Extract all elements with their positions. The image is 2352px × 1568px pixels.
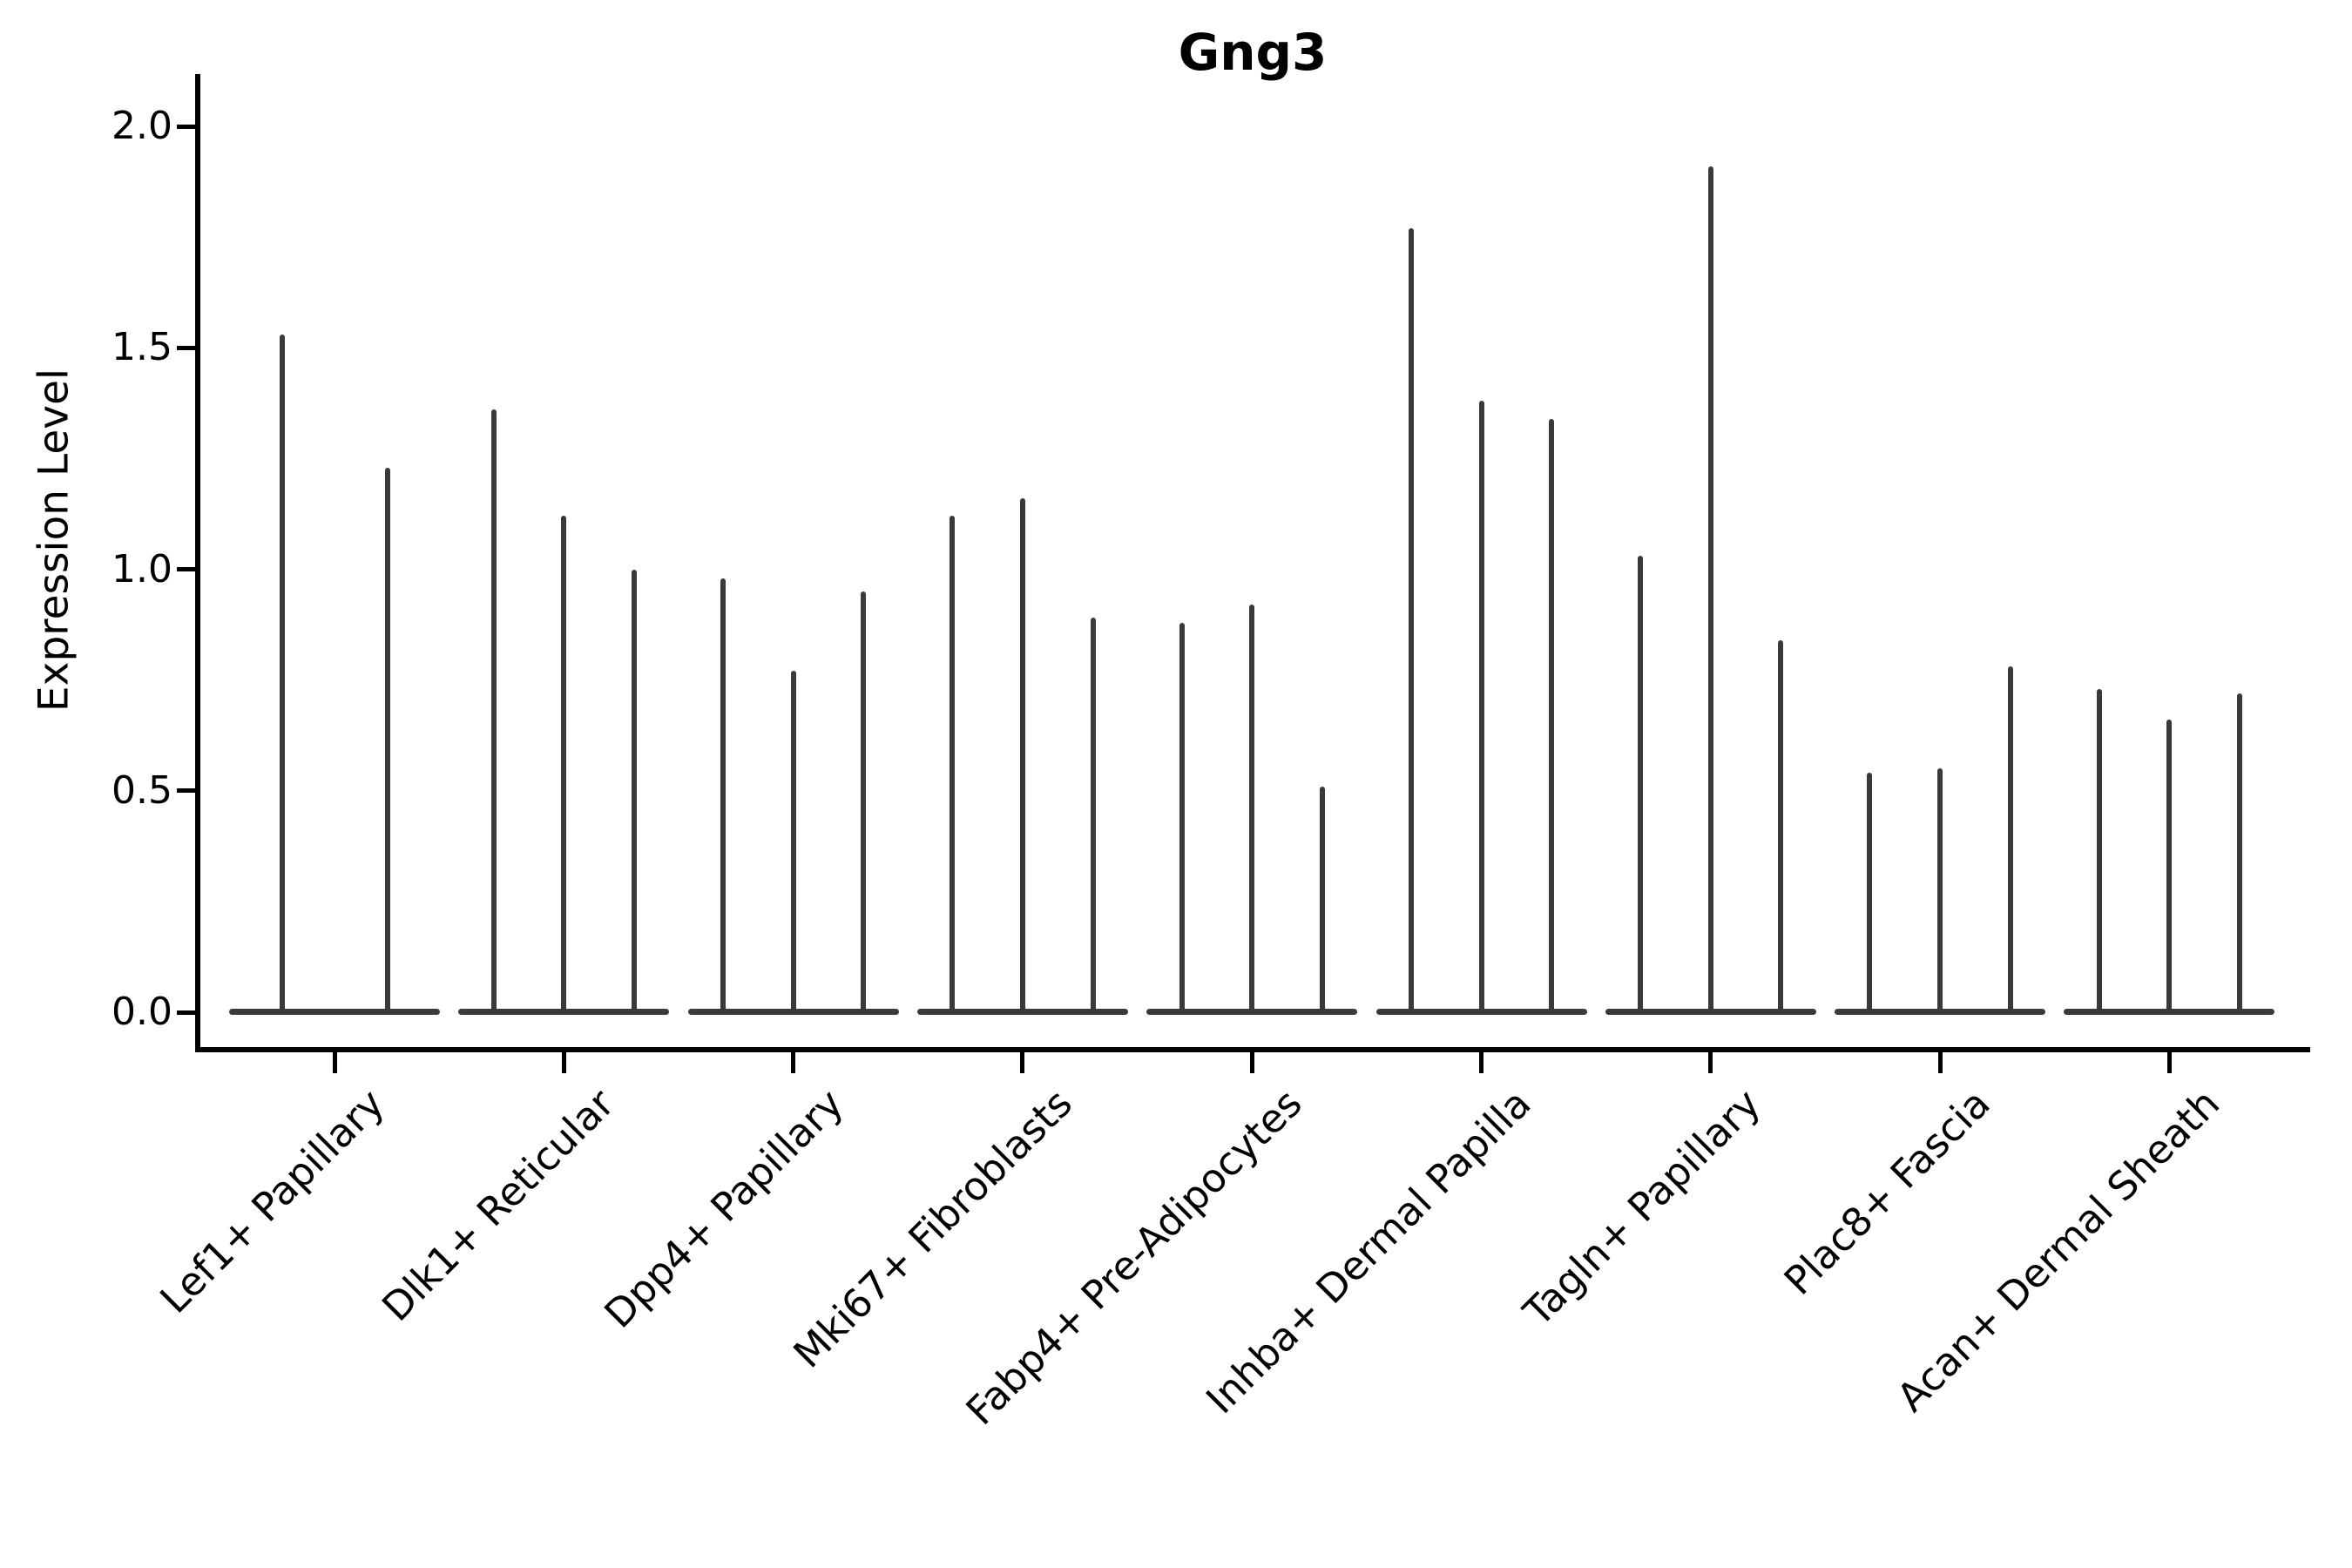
violin-spike — [1478, 401, 1484, 1015]
plot-title: Gng3 — [1178, 23, 1328, 82]
y-tick — [177, 1010, 196, 1015]
y-tick — [177, 788, 196, 794]
violin-spike — [1249, 605, 1255, 1015]
violin-spike — [950, 516, 956, 1015]
y-tick-label: 0.5 — [112, 767, 172, 813]
violin-spike — [2007, 666, 2013, 1015]
violin-spike — [1408, 227, 1414, 1015]
violin-spike — [561, 516, 567, 1015]
violin-spike — [1867, 773, 1873, 1015]
x-tick-label: Plac8+ Fascia — [1774, 1080, 1999, 1304]
y-tick-label: 1.0 — [112, 546, 172, 591]
x-tick — [1020, 1052, 1025, 1073]
y-axis-spine — [195, 74, 200, 1052]
y-tick-label: 0.0 — [112, 990, 172, 1034]
x-tick-label: Lef1+ Papillary — [151, 1080, 394, 1322]
violin-spike — [490, 409, 497, 1015]
violin-spike — [1019, 498, 1025, 1015]
violin-spike — [720, 578, 726, 1015]
y-tick — [177, 124, 196, 129]
violin-spike — [1549, 418, 1555, 1015]
violin-spike — [1638, 556, 1644, 1015]
y-tick-label: 1.5 — [112, 325, 172, 370]
y-tick-label: 2.0 — [112, 104, 172, 148]
x-tick-label: Dpp4+ Papillary — [595, 1080, 853, 1337]
x-tick — [1937, 1052, 1943, 1073]
x-tick — [1479, 1052, 1484, 1073]
x-tick-label: Dlk1+ Reticular — [372, 1080, 623, 1330]
y-tick — [177, 567, 196, 571]
x-tick — [1249, 1052, 1254, 1073]
violin-spike — [631, 569, 637, 1015]
violin-spike — [1179, 622, 1185, 1015]
x-tick — [1708, 1052, 1713, 1073]
x-tick — [561, 1052, 566, 1073]
x-tick — [2166, 1052, 2172, 1073]
y-tick — [177, 345, 196, 350]
violin-spike — [2096, 688, 2102, 1015]
x-tick-label: Tagln+ Papillary — [1514, 1080, 1770, 1335]
violin-spike — [790, 671, 796, 1015]
violin-spike — [861, 591, 867, 1015]
violin-spike — [384, 467, 390, 1015]
violin-spike — [1778, 639, 1784, 1015]
violin-spike — [2166, 720, 2173, 1015]
violin-spike — [1937, 768, 1943, 1015]
violin-spike — [279, 334, 285, 1015]
x-axis-spine — [195, 1047, 2310, 1052]
violin-spike — [1090, 618, 1096, 1015]
violin-base — [229, 1009, 440, 1015]
x-tick — [332, 1052, 337, 1073]
violin-spike — [1319, 786, 1325, 1015]
y-axis-label: Expression Level — [30, 368, 78, 713]
violin-spike — [2237, 693, 2243, 1015]
x-tick — [791, 1052, 796, 1073]
violin-spike — [1707, 166, 1713, 1015]
